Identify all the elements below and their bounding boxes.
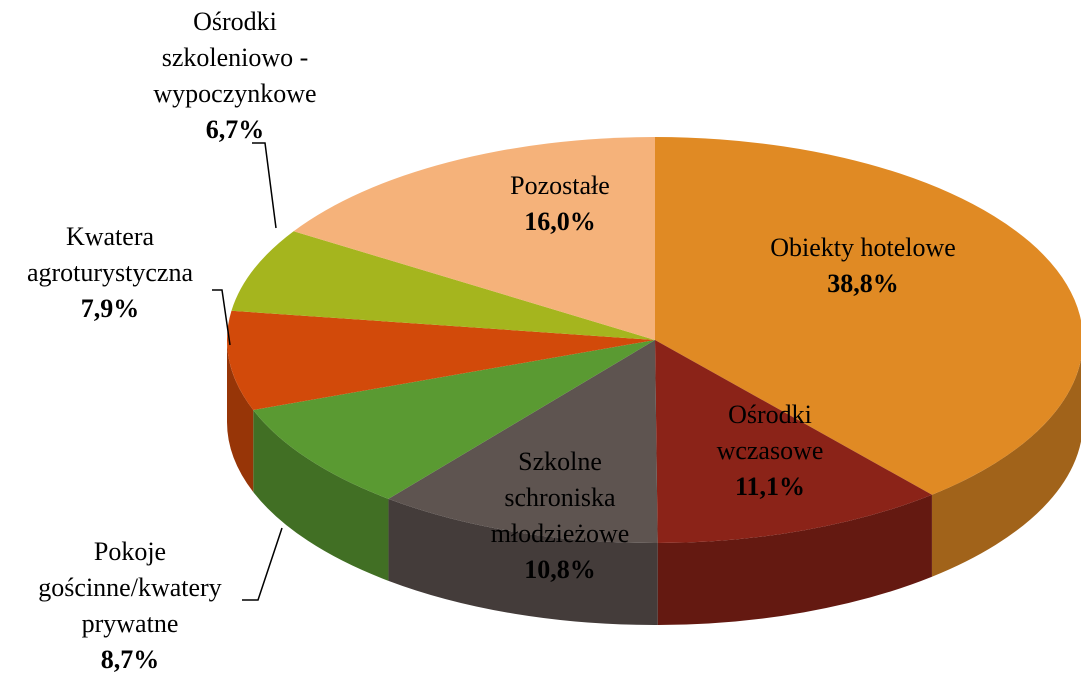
slice-label: Pokoje gościnne/kwatery prywatne 8,7% (10, 534, 250, 678)
slice (388, 340, 658, 543)
slice-side (931, 359, 1081, 577)
category-label: Kwatera agroturystyczna (26, 222, 194, 287)
category-label: Pozostałe (510, 171, 610, 200)
leader-line (212, 289, 231, 346)
leader-line (242, 527, 283, 601)
slice-label: Obiekty hotelowe 38,8% (743, 230, 983, 302)
slice (253, 340, 655, 499)
slice-label: Ośrodki wczasowe 11,1% (700, 397, 840, 505)
category-label: Ośrodki szkoleniowo - wypoczynkowe (153, 7, 317, 108)
slice-label: Ośrodki szkoleniowo - wypoczynkowe 6,7% (140, 4, 330, 148)
slice-label: Pozostałe 16,0% (460, 168, 660, 240)
value-label: 11,1% (734, 472, 806, 501)
slice (231, 231, 655, 340)
slice (655, 340, 932, 543)
leader-line (252, 142, 277, 229)
slice-label: Szkolne schroniska młodzieżowe 10,8% (465, 444, 655, 588)
slice-side (227, 340, 254, 492)
value-label: 38,8% (827, 269, 899, 298)
value-label: 16,0% (524, 207, 596, 236)
slice (226, 310, 655, 410)
slices (226, 137, 1081, 625)
category-label: Ośrodki wczasowe (716, 400, 824, 465)
value-label: 8,7% (100, 645, 160, 674)
value-label: 7,9% (80, 294, 140, 323)
category-label: Obiekty hotelowe (770, 233, 956, 262)
slice-side (388, 498, 658, 625)
value-label: 10,8% (524, 555, 596, 584)
category-label: Szkolne schroniska młodzieżowe (490, 447, 630, 548)
slice-label: Kwatera agroturystyczna 7,9% (5, 219, 215, 327)
slice (655, 137, 1081, 495)
slice-side (253, 409, 389, 581)
slice (293, 137, 655, 340)
slice-side (657, 494, 932, 625)
category-label: Pokoje gościnne/kwatery prywatne (38, 537, 222, 638)
value-label: 6,7% (205, 115, 265, 144)
